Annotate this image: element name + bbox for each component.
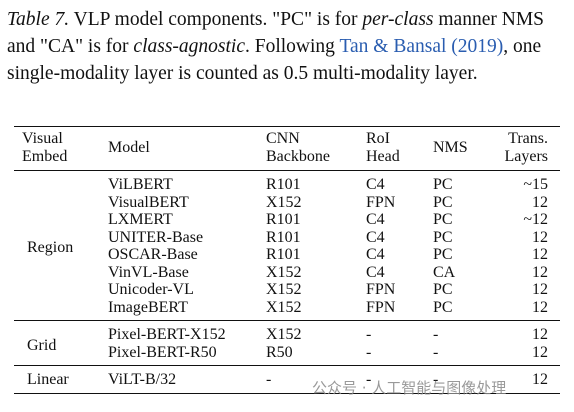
table-row: Region ViLBERT R101 C4 PC ~15 <box>14 171 560 256</box>
table-cell: R101 <box>266 176 301 193</box>
table-cell: 12 <box>532 263 548 281</box>
header-row: Visual Embed Model CNN Backbone RoI Head NMS… <box>14 126 560 171</box>
table-cell: ~15 <box>523 176 548 193</box>
table-cell: PC <box>433 211 453 228</box>
table-row: UNITER-Base R101 C4 PC 12 <box>14 229 560 247</box>
table-cell: Pixel-BERT-X152 <box>108 326 226 343</box>
table-cell: - <box>433 326 439 343</box>
table-cell: R101 <box>266 211 301 228</box>
table-cell: 12 <box>532 246 548 263</box>
table-cell: 12 <box>532 281 548 298</box>
table-cell: - <box>433 371 439 388</box>
group-label: Region <box>27 239 74 257</box>
table-cell: ViLT-B/32 <box>108 371 177 388</box>
table-cell: 12 <box>532 343 548 361</box>
table-cell: LXMERT <box>108 211 173 228</box>
group-label: Grid <box>27 336 57 354</box>
table-row: OSCAR-Base R101 C4 PC 12 <box>14 246 560 264</box>
table-cell: PC <box>433 228 453 246</box>
table-cell: ~12 <box>523 211 548 228</box>
table-cell: Unicoder-VL <box>108 281 194 298</box>
row-group: Grid Pixel-BERT-X152 X152- -12 Pixel-BERT-R5… <box>14 321 560 366</box>
caption-text: VLP model components. "PC" is for <box>69 9 363 30</box>
table-row: Pixel-BERT-R50 R50 - - 12 <box>14 344 560 366</box>
table-cell: X152 <box>266 326 302 343</box>
table-cell: C4 <box>366 211 385 228</box>
table-cell: R101 <box>266 228 301 246</box>
table-cell: C4 <box>366 176 385 193</box>
table-cell: FPN <box>366 298 396 316</box>
table-cell: C4 <box>366 228 385 246</box>
table-row: LXMERT R101 C4 PC ~12 <box>14 211 560 229</box>
table-cell: VisualBERT <box>108 193 189 211</box>
table-cell: R101 <box>266 246 301 263</box>
table-cell: Pixel-BERT-R50 <box>108 343 217 361</box>
citation-link[interactable]: Tan & Bansal <box>339 36 447 57</box>
table-cell: 12 <box>532 371 548 388</box>
caption-text: , one single-modality layer is counted a… <box>7 36 542 84</box>
table-cell: - <box>366 326 372 343</box>
table-cell: C4 <box>366 246 385 263</box>
caption-italic: per-class <box>362 9 434 30</box>
table-cell: PC <box>433 246 453 263</box>
table: Visual Embed Model CNN Backbone RoI Head NMS… <box>14 126 560 394</box>
row-group: Linear ViLT-B/32 - - - 12 <box>14 366 560 394</box>
table-cell: 12 <box>532 228 548 246</box>
table-cell: PC <box>433 193 453 211</box>
table-cell: X152 <box>266 193 302 211</box>
caption-text: . Following <box>245 36 340 57</box>
caption-label: Table 7. <box>7 9 70 30</box>
table-cell: - <box>266 371 272 388</box>
table-cell: FPN <box>366 193 396 211</box>
header-cell: RoI Head <box>366 130 400 165</box>
table-cell: OSCAR-Base <box>108 246 198 263</box>
header-cell: CNN Backbone <box>266 130 330 165</box>
table-cell: PC <box>433 298 453 316</box>
table-cell: 12 <box>532 326 548 343</box>
table-cell: - <box>433 343 439 361</box>
citation-link[interactable]: (2019) <box>451 36 504 57</box>
table-cell: 12 <box>532 193 548 211</box>
table-cell: UNITER-Base <box>108 228 204 246</box>
header-cell: Model <box>108 139 150 156</box>
table-cell: - <box>366 371 372 388</box>
table-cell: VinVL-Base <box>108 263 189 281</box>
table-cell: 12 <box>532 298 548 316</box>
table-cell: R50 <box>266 343 293 361</box>
table-row: Grid Pixel-BERT-X152 X152 - - 12 <box>14 321 560 354</box>
group-label: Linear <box>27 371 69 388</box>
table-cell: C4 <box>366 263 385 281</box>
caption-italic: class-agnostic <box>133 36 245 57</box>
header-cell: NMS <box>433 139 468 156</box>
table-cell: PC <box>433 176 453 193</box>
table-row: ImageBERT X152 FPN PC 12 <box>14 299 560 321</box>
table-row: VinVL-Base X152 C4 CA 12 <box>14 264 560 282</box>
table-cell: FPN <box>366 281 396 298</box>
table-row: VisualBERT X152 FPN PC 12 <box>14 194 560 212</box>
table-cell: CA <box>433 263 456 281</box>
row-group: Region ViLBERT R101 C4 PC ~15 VisualBERT X152 FP… <box>14 171 560 321</box>
caption: Table 7. VLP model components. "PC" is f… <box>7 6 569 87</box>
header-cell: Trans. Layers <box>504 130 548 165</box>
table-cell: ImageBERT <box>108 298 188 316</box>
table-row: Linear ViLT-B/32 - - - 12 <box>14 366 560 394</box>
table-cell: X152 <box>266 298 302 316</box>
table-cell: ViLBERT <box>108 176 173 193</box>
caption-text: manner NMS and "CA" is for <box>7 9 545 57</box>
table-cell: PC <box>433 281 453 298</box>
table-cell: X152 <box>266 281 302 298</box>
header-cell: Visual Embed <box>22 130 68 165</box>
table-cell: X152 <box>266 263 302 281</box>
table-row: Unicoder-VL X152 FPN PC 12 <box>14 281 560 299</box>
watermark: 公众号 · 人工智能与图像处理 <box>312 379 507 397</box>
table-cell: - <box>366 343 372 361</box>
